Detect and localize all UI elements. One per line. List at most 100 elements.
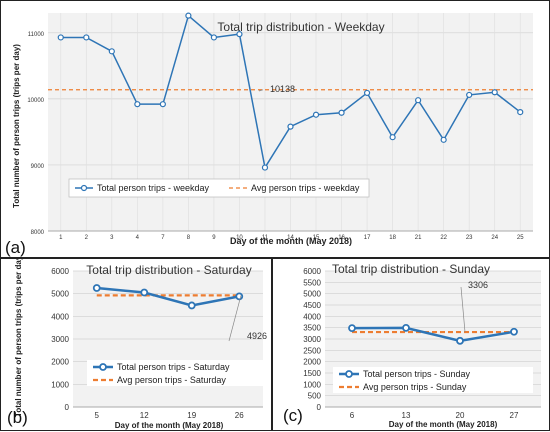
weekday-data-point — [210, 34, 218, 41]
saturday-y-tick-label: 5000 — [51, 290, 69, 299]
saturday-x-tick-label: 19 — [187, 411, 196, 420]
panel-weekday: 8000 9000 10000 11000 1 2 3 4 7 8 9 10 11 14 15 16 17 18 2… — [0, 0, 550, 258]
weekday-y-axis-label: Total number of person trips (trips per … — [12, 44, 21, 208]
weekday-x-tick-label: 23 — [466, 235, 473, 241]
saturday-avg-annotation: 4926 — [247, 331, 267, 341]
sunday-x-tick-label: 13 — [402, 411, 411, 420]
weekday-annotation-leader — [258, 89, 264, 92]
weekday-x-tick-label: 18 — [389, 235, 396, 241]
saturday-y-tick-label: 3000 — [51, 335, 69, 344]
saturday-x-axis-label: Day of the month (May 2018) — [115, 421, 224, 430]
sunday-x-axis-label: Day of the month (May 2018) — [389, 420, 498, 429]
sunday-legend-label: Avg person trips - Sunday — [363, 382, 467, 392]
sunday-y-tick-label: 6000 — [303, 267, 321, 276]
weekday-x-tick-label: 22 — [440, 235, 447, 241]
weekday-data-point — [338, 109, 345, 116]
weekday-x-tick-label: 7 — [161, 235, 165, 241]
saturday-legend-label: Avg person trips - Saturday — [117, 375, 226, 385]
weekday-data-point — [389, 134, 396, 141]
sunday-legend-marker — [345, 370, 353, 378]
saturday-y-tick-label: 6000 — [51, 267, 69, 276]
sunday-y-tick-label: 4000 — [303, 312, 321, 321]
weekday-legend-label: Avg person trips - weekday — [251, 183, 360, 193]
saturday-chart-title: Total trip distribution - Saturday — [86, 263, 251, 277]
sunday-legend-label: Total person trips - Sunday — [363, 369, 471, 379]
weekday-x-tick-label: 16 — [338, 235, 345, 241]
weekday-x-tick-label: 3 — [110, 235, 114, 241]
panel-label-b: (b) — [7, 408, 28, 427]
sunday-y-tick-label: 500 — [308, 392, 322, 401]
panel-saturday: 0 1000 2000 3000 4000 5000 6000 5 12 19 26 4926 Tota… — [0, 258, 272, 431]
sunday-annotation-leader — [460, 286, 466, 333]
sunday-y-tick-label: 5500 — [303, 278, 321, 287]
weekday-data-point — [134, 101, 141, 108]
sunday-y-tick-label: 5000 — [303, 290, 321, 299]
sunday-x-tick-label: 20 — [456, 411, 465, 420]
weekday-legend-box — [68, 178, 370, 198]
sunday-legend-box — [333, 367, 533, 393]
weekday-data-point — [236, 31, 243, 38]
sunday-x-tick-label: 27 — [510, 411, 519, 420]
weekday-data-point — [363, 89, 371, 97]
weekday-legend-marker — [80, 184, 88, 192]
weekday-legend-label: Total person trips - weekday — [97, 183, 210, 193]
saturday-y-tick-label: 4000 — [51, 312, 69, 321]
sunday-data-point — [402, 323, 410, 332]
weekday-avg-annotation: 10138 — [270, 84, 295, 94]
weekday-data-point — [159, 101, 166, 108]
sunday-y-tick-label: 0 — [317, 403, 322, 412]
panel-sunday: 0 500 1000 1500 2000 2500 3000 3500 4000 4500 5000… — [272, 258, 550, 431]
saturday-data-point — [140, 288, 149, 297]
weekday-data-point — [83, 34, 90, 41]
weekday-data-point — [261, 164, 269, 171]
weekday-data-point — [312, 111, 320, 118]
saturday-x-tick-label: 5 — [95, 411, 100, 420]
sunday-y-tick-label: 1000 — [303, 380, 321, 389]
saturday-data-point — [92, 284, 101, 292]
weekday-data-point — [108, 48, 115, 55]
sunday-y-tick-label: 2000 — [303, 358, 321, 367]
sunday-x-tick-label: 6 — [350, 411, 355, 420]
weekday-x-tick-label: 17 — [364, 235, 371, 241]
weekday-x-tick-label: 14 — [287, 235, 294, 241]
weekday-chart-title: Total trip distribution - Weekday — [217, 20, 384, 34]
weekday-data-point — [57, 34, 64, 41]
weekday-data-point — [287, 123, 294, 130]
weekday-x-tick-label: 10 — [236, 235, 243, 241]
saturday-y-tick-label: 0 — [65, 403, 70, 412]
panel-label-a: (a) — [5, 238, 26, 257]
saturday-annotation-leader — [228, 295, 242, 342]
saturday-chart: 0 1000 2000 3000 4000 5000 6000 5 12 19 26 4926 Tota… — [7, 259, 267, 430]
saturday-legend-box — [87, 360, 263, 386]
saturday-trips-line — [96, 286, 240, 307]
saturday-data-point — [187, 301, 196, 310]
saturday-data-point — [235, 292, 244, 301]
sunday-chart-title: Total trip distribution - Sunday — [332, 262, 490, 276]
weekday-y-tick-label: 9000 — [31, 164, 45, 170]
saturday-x-tick-label: 12 — [140, 411, 149, 420]
sunday-data-point — [510, 327, 518, 336]
saturday-legend-label: Total person trips - Saturday — [117, 362, 230, 372]
weekday-data-point — [466, 91, 473, 99]
sunday-chart: 0 500 1000 1500 2000 2500 3000 3500 4000 4500 5000… — [283, 262, 541, 429]
weekday-x-tick-label: 8 — [187, 235, 191, 241]
saturday-y-tick-label: 1000 — [51, 380, 69, 389]
weekday-x-tick-label: 25 — [517, 235, 524, 241]
weekday-data-point — [415, 97, 422, 104]
weekday-data-point — [491, 89, 498, 96]
weekday-x-tick-label: 4 — [136, 235, 140, 241]
sunday-y-tick-label: 4500 — [303, 301, 321, 310]
sunday-trips-line — [351, 326, 515, 343]
weekday-x-tick-label: 11 — [262, 235, 269, 241]
weekday-data-point — [517, 108, 524, 116]
sunday-y-tick-label: 3500 — [303, 324, 321, 333]
weekday-x-axis-label: Day of the month (May 2018) — [230, 236, 352, 246]
weekday-y-tick-label: 11000 — [28, 32, 45, 38]
weekday-x-tick-label: 15 — [313, 235, 320, 241]
sunday-y-tick-label: 3000 — [303, 335, 321, 344]
panel-label-c: (c) — [283, 406, 303, 425]
sunday-avg-annotation: 3306 — [468, 280, 488, 290]
weekday-data-point — [440, 136, 447, 143]
weekday-x-tick-label: 2 — [85, 235, 89, 241]
